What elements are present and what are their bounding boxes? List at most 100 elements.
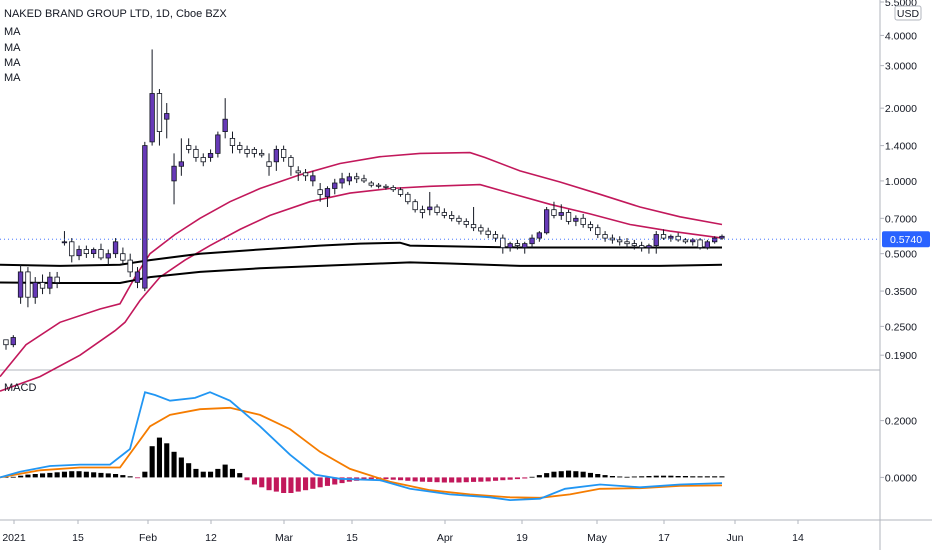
candle-body[interactable] (3, 339, 9, 346)
candle-body[interactable] (383, 185, 389, 188)
candle-body[interactable] (522, 243, 528, 248)
candle-body[interactable] (302, 172, 309, 177)
candle-body[interactable] (470, 224, 477, 229)
ma-label-3[interactable]: MA (4, 57, 21, 69)
candle-body[interactable] (229, 137, 236, 146)
candle-body[interactable] (25, 271, 31, 298)
candle-body[interactable] (273, 148, 280, 163)
candle-body[interactable] (580, 217, 586, 225)
candle-body[interactable] (76, 249, 82, 257)
candle-body[interactable] (390, 186, 396, 191)
candle-body[interactable] (368, 182, 374, 186)
candle-body[interactable] (639, 245, 645, 249)
candle-body[interactable] (98, 249, 104, 259)
candle-body[interactable] (434, 206, 440, 213)
candle-body[interactable] (251, 148, 258, 154)
candle-body[interactable] (215, 134, 221, 154)
candle-body[interactable] (280, 148, 287, 158)
candle-body[interactable] (237, 145, 243, 150)
candle-body[interactable] (514, 243, 521, 246)
candle-body[interactable] (448, 214, 455, 219)
candle-body[interactable] (427, 206, 433, 211)
candle-body[interactable] (83, 249, 89, 254)
candle-body[interactable] (346, 176, 353, 182)
candle-body[interactable] (544, 209, 550, 234)
candle-body[interactable] (288, 157, 294, 167)
candle-body[interactable] (324, 188, 331, 198)
ma-label-2[interactable]: MA (4, 42, 21, 54)
candle-body[interactable] (258, 152, 265, 156)
candle-body[interactable] (375, 184, 382, 187)
candle-body[interactable] (361, 178, 367, 182)
candle-body[interactable] (164, 113, 170, 120)
candle-body[interactable] (17, 271, 24, 298)
candle-body[interactable] (405, 193, 411, 203)
candle-body[interactable] (690, 239, 696, 243)
candle-body[interactable] (704, 241, 710, 249)
candle-body[interactable] (419, 209, 426, 213)
candle-body[interactable] (456, 217, 462, 222)
candlesticks[interactable] (3, 49, 725, 350)
candle-body[interactable] (10, 337, 16, 346)
candle-body[interactable] (507, 243, 513, 248)
candle-body[interactable] (200, 157, 206, 163)
candle-body[interactable] (332, 182, 338, 189)
candle-body[interactable] (171, 165, 177, 182)
candle-body[interactable] (653, 234, 659, 247)
candle-body[interactable] (47, 276, 53, 289)
candle-body[interactable] (602, 234, 608, 239)
candle-body[interactable] (69, 241, 75, 257)
candle-body[interactable] (61, 241, 68, 244)
candle-body[interactable] (91, 249, 97, 254)
candle-body[interactable] (682, 239, 689, 243)
candle-body[interactable] (463, 220, 469, 225)
candle-body[interactable] (178, 161, 185, 167)
candle-body[interactable] (317, 189, 323, 195)
candle-body[interactable] (565, 212, 572, 222)
candle-body[interactable] (54, 276, 60, 283)
candle-body[interactable] (149, 93, 155, 143)
candle-body[interactable] (660, 234, 667, 239)
candle-body[interactable] (127, 259, 133, 273)
candle-body[interactable] (536, 232, 542, 239)
candle-body[interactable] (142, 145, 148, 289)
candle-body[interactable] (492, 234, 499, 239)
candle-body[interactable] (353, 176, 360, 180)
candle-body[interactable] (339, 178, 345, 184)
candle-body[interactable] (719, 235, 725, 239)
candle-body[interactable] (222, 118, 228, 132)
candle-body[interactable] (551, 209, 557, 216)
candle-body[interactable] (185, 145, 192, 150)
candle-body[interactable] (573, 217, 579, 222)
candle-body[interactable] (624, 241, 630, 245)
candle-body[interactable] (500, 237, 506, 249)
candle-body[interactable] (617, 239, 623, 243)
candle-body[interactable] (32, 282, 38, 298)
ma-label-4[interactable]: MA (4, 72, 21, 84)
candle-body[interactable] (675, 235, 681, 241)
candle-body[interactable] (266, 161, 272, 167)
candle-body[interactable] (712, 237, 718, 243)
ma-label-1[interactable]: MA (4, 26, 21, 38)
candle-body[interactable] (631, 243, 637, 246)
candle-body[interactable] (441, 212, 448, 216)
candle-body[interactable] (310, 175, 316, 182)
candle-body[interactable] (120, 253, 126, 261)
candle-body[interactable] (193, 148, 199, 158)
candle-body[interactable] (112, 241, 119, 255)
candle-body[interactable] (478, 227, 484, 232)
candle-body[interactable] (39, 282, 46, 289)
candle-body[interactable] (587, 224, 594, 229)
candle-body[interactable] (697, 239, 703, 248)
candle-body[interactable] (207, 152, 214, 158)
candle-body[interactable] (485, 230, 491, 235)
candle-body[interactable] (244, 148, 250, 154)
macd-label[interactable]: MACD (4, 382, 36, 394)
candle-body[interactable] (412, 201, 418, 211)
candle-body[interactable] (295, 170, 301, 174)
candle-body[interactable] (134, 271, 141, 283)
candle-body[interactable] (105, 253, 111, 259)
candle-body[interactable] (156, 93, 163, 132)
candle-body[interactable] (646, 245, 652, 249)
candle-body[interactable] (558, 212, 564, 216)
